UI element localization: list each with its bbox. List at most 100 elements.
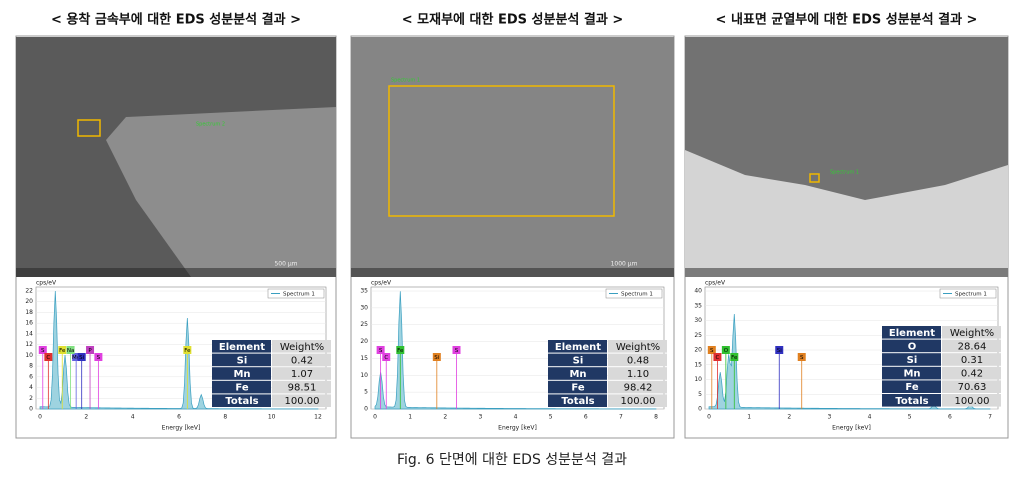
y-tick-label: 14 <box>25 330 33 337</box>
x-tick-label: 8 <box>654 414 658 421</box>
table-cell-bg <box>212 367 271 380</box>
y-tick-label: 30 <box>360 304 368 311</box>
y-tick-label: 22 <box>25 288 33 295</box>
marker-label: S <box>41 348 45 354</box>
legend-box <box>605 288 663 299</box>
marker-box <box>775 346 784 354</box>
table-cell-bg <box>882 366 941 380</box>
marker-box <box>452 346 461 354</box>
marker-box <box>730 353 739 361</box>
roi <box>809 173 820 183</box>
scale-bar: 500 µm <box>274 261 297 268</box>
table-cell-bg <box>548 394 607 407</box>
table-cell-bg <box>942 394 1001 407</box>
y-tick-label: 30 <box>694 317 702 324</box>
y-unit: cps/eV <box>371 280 392 287</box>
marker-label: S <box>379 348 383 354</box>
x-tick-label: 12 <box>314 414 322 421</box>
x-tick-label: 3 <box>478 414 482 421</box>
y-tick-label: 40 <box>694 288 702 295</box>
x-axis-label: Energy [keV] <box>832 425 871 432</box>
marker-label: C <box>46 355 50 361</box>
spectrum <box>708 314 991 410</box>
marker-label: S <box>710 348 714 354</box>
x-tick-label: 6 <box>584 414 588 421</box>
marker-box <box>38 346 47 354</box>
table-cell-bg <box>272 367 331 380</box>
y-tick-label: 10 <box>360 372 368 379</box>
marker-box <box>58 346 67 354</box>
legend-label: Spectrum 1 <box>621 292 653 298</box>
y-tick-label: 20 <box>25 298 33 305</box>
legend-box <box>939 288 997 299</box>
marker-label: C <box>716 355 720 361</box>
table-header: Element <box>219 342 265 353</box>
table-cell: Si <box>573 355 584 366</box>
table-cell-bg <box>608 353 667 367</box>
marker-label: Fe <box>59 348 66 354</box>
image-label: Spectrum 1 <box>830 170 859 176</box>
x-tick-label: 1 <box>747 414 751 421</box>
table-cell: 70.63 <box>958 382 987 393</box>
table-cell-bg <box>608 380 667 394</box>
table-cell: 0.42 <box>961 369 983 380</box>
sem-dark <box>685 37 1008 200</box>
table-cell-bg <box>882 339 941 353</box>
y-tick-label: 20 <box>694 347 702 354</box>
table-cell: 0.31 <box>961 355 983 366</box>
table-cell: Fe <box>905 382 918 393</box>
table-cell: Totals <box>225 396 258 407</box>
table-cell: 1.07 <box>291 369 313 380</box>
table-cell: 100.00 <box>955 396 990 407</box>
y-tick-label: 15 <box>360 355 368 362</box>
marker-box <box>94 353 103 361</box>
image-label: Spectrum 1 <box>391 78 420 84</box>
table-cell: 100.00 <box>285 396 320 407</box>
y-tick-label: 16 <box>25 320 33 327</box>
marker-box <box>183 346 192 354</box>
x-tick-label: 2 <box>443 414 447 421</box>
marker-label: Si <box>777 348 782 354</box>
sem-image <box>351 37 674 277</box>
table-cell: Totals <box>895 396 928 407</box>
table-cell-bg <box>548 380 607 394</box>
marker-box <box>713 353 722 361</box>
legend-label: Spectrum 1 <box>955 292 987 298</box>
panel-title: < 용착 금속부에 대한 EDS 성분분석 결과 > <box>51 12 301 28</box>
x-tick-label: 8 <box>223 414 227 421</box>
y-tick-label: 2 <box>29 395 33 402</box>
x-tick-label: 0 <box>38 414 42 421</box>
y-tick-label: 25 <box>694 332 702 339</box>
table-header: Element <box>889 328 935 339</box>
sem-footer <box>685 268 1008 277</box>
x-axis-label: Energy [keV] <box>498 425 537 432</box>
marker-box <box>432 353 441 361</box>
sem-footer <box>351 268 674 277</box>
table-cell-bg <box>882 380 941 393</box>
marker-label: Fe <box>731 355 738 361</box>
table-header-cell <box>882 326 941 339</box>
marker-label: Fe <box>184 348 191 354</box>
table-cell: 98.42 <box>624 383 653 394</box>
spectrum <box>374 291 657 410</box>
y-tick-label: 35 <box>694 302 702 309</box>
table-cell: 98.51 <box>288 383 317 394</box>
table-cell: 100.00 <box>621 396 656 407</box>
table-header: Weight% <box>280 342 324 353</box>
x-tick-label: 2 <box>787 414 791 421</box>
sem-smooth <box>106 107 336 277</box>
y-tick-label: 0 <box>698 406 702 413</box>
x-tick-label: 5 <box>908 414 912 421</box>
marker-label: S <box>800 355 804 361</box>
marker-box <box>72 353 81 361</box>
table-cell-bg <box>272 394 331 407</box>
table-header-cell <box>942 326 1001 339</box>
marker-box <box>721 346 730 354</box>
table-cell-bg <box>608 367 667 380</box>
x-tick-label: 10 <box>268 414 276 421</box>
y-tick-label: 6 <box>29 373 33 380</box>
x-tick-label: 4 <box>868 414 872 421</box>
marker-label: Si <box>434 355 439 361</box>
table-cell: Si <box>907 355 918 366</box>
